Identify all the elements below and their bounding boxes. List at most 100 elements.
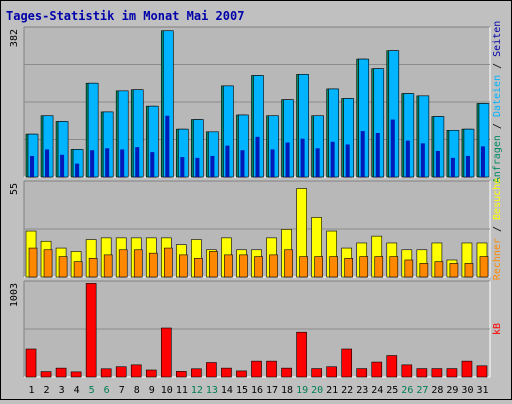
- bar-seiten-day-23: [360, 131, 365, 177]
- bar-kb-day-17: [266, 360, 277, 378]
- x-tick-label-day-22: 22: [341, 385, 353, 396]
- bar-seiten-day-30: [465, 155, 470, 177]
- x-tick-label-day-29: 29: [446, 385, 458, 396]
- x-tick-label-day-3: 3: [59, 385, 65, 396]
- bar-kb-day-15: [236, 370, 247, 378]
- bar-rechner-day-18: [284, 249, 293, 278]
- x-tick-label-day-8: 8: [134, 385, 140, 396]
- bar-kb-day-20: [311, 368, 322, 378]
- bar-rechner-day-11: [179, 254, 188, 278]
- legend-entry: Besuche: [492, 178, 503, 220]
- bar-seiten-day-31: [480, 146, 485, 177]
- legend: kB: [492, 323, 503, 335]
- y-max-label: 382: [9, 29, 20, 47]
- bar-kb-day-21: [326, 366, 337, 378]
- bar-kb-day-10: [160, 327, 172, 378]
- bar-kb-day-23: [356, 368, 368, 378]
- bar-rechner-day-4: [73, 261, 83, 278]
- x-tick-label-day-26: 26: [401, 385, 413, 396]
- bar-rechner-day-3: [58, 256, 68, 278]
- bar-rechner-day-13: [209, 251, 218, 278]
- bar-kb-day-16: [251, 360, 262, 378]
- x-tick-label-day-25: 25: [386, 385, 398, 396]
- bar-rechner-day-26: [404, 259, 414, 278]
- x-tick-label-day-10: 10: [161, 385, 173, 396]
- panels-layer: 382 Anfragen / Dateien / Seiten 55 Rechner …: [9, 21, 503, 378]
- x-tick-label-day-16: 16: [251, 385, 263, 396]
- x-tick-label-day-7: 7: [119, 385, 125, 396]
- bar-seiten-day-18: [285, 142, 290, 177]
- x-tick-label-day-31: 31: [476, 385, 488, 396]
- bar-seiten-day-2: [45, 149, 50, 177]
- bar-seiten-day-22: [345, 144, 350, 177]
- bar-seiten-day-9: [150, 152, 155, 177]
- y-max-label: 1003: [9, 283, 20, 307]
- bar-rechner-day-25: [389, 256, 399, 278]
- bar-kb-day-22: [341, 348, 353, 378]
- bar-rechner-day-6: [103, 254, 113, 278]
- x-tick-label-day-12: 12: [191, 385, 203, 396]
- bar-kb-day-12: [191, 368, 202, 378]
- bar-rechner-day-19: [299, 256, 308, 278]
- bar-kb-day-9: [145, 369, 157, 378]
- bar-seiten-day-12: [195, 157, 200, 177]
- bar-kb-day-19: [296, 331, 307, 378]
- bar-rechner-day-31: [479, 256, 489, 278]
- y-max-label: 55: [9, 183, 20, 195]
- bar-seiten-day-7: [120, 149, 125, 177]
- bar-kb-day-5: [85, 283, 97, 378]
- bar-seiten-day-27: [420, 143, 425, 177]
- chart-title: Tages-Statistik im Monat Mai 2007: [6, 9, 244, 23]
- bar-rechner-day-12: [194, 257, 203, 278]
- bar-kb-day-2: [40, 371, 52, 378]
- legend-entry: Dateien: [492, 75, 503, 117]
- bar-seiten-day-20: [315, 148, 320, 177]
- x-tick-label-day-19: 19: [296, 385, 308, 396]
- bar-seiten-day-17: [270, 149, 275, 177]
- legend-entry: /: [492, 220, 503, 238]
- bar-kb-day-18: [281, 367, 292, 378]
- x-tick-label-day-30: 30: [461, 385, 473, 396]
- panel-bottom: 1003 kB: [9, 280, 503, 378]
- bar-rechner-day-28: [434, 261, 444, 278]
- bar-seiten-day-8: [135, 147, 140, 177]
- x-tick-label-day-20: 20: [311, 385, 323, 396]
- bar-seiten-day-5: [90, 150, 95, 177]
- bar-seiten-day-24: [375, 132, 380, 177]
- legend-entry: Seiten: [492, 21, 503, 57]
- bar-kb-day-11: [176, 371, 187, 378]
- legend: Rechner / Besuche: [492, 178, 503, 280]
- bar-kb-day-13: [206, 362, 217, 378]
- bar-seiten-day-25: [390, 119, 395, 177]
- bar-rechner-day-5: [88, 257, 98, 278]
- bar-rechner-day-29: [449, 263, 459, 278]
- bar-kb-day-8: [130, 364, 142, 378]
- x-tick-label-day-4: 4: [74, 385, 80, 396]
- bar-seiten-day-13: [210, 155, 215, 177]
- legend-entry: kB: [492, 323, 503, 335]
- bar-rechner-day-17: [269, 254, 278, 278]
- x-tick-label-day-14: 14: [221, 385, 233, 396]
- bar-seiten-day-28: [435, 150, 440, 177]
- bar-rechner-day-21: [329, 256, 338, 278]
- panel-middle: 55 Rechner / Besuche: [9, 178, 503, 280]
- x-tick-label-day-21: 21: [326, 385, 338, 396]
- bar-seiten-day-6: [105, 148, 110, 177]
- bar-kb-day-29: [446, 368, 458, 378]
- bar-seiten-day-14: [225, 145, 230, 177]
- bar-rechner-day-2: [43, 249, 53, 278]
- x-tick-label-day-13: 13: [206, 385, 218, 396]
- bar-kb-day-27: [416, 368, 428, 378]
- bar-rechner-day-1: [28, 247, 38, 278]
- bar-rechner-day-14: [224, 254, 233, 278]
- bar-rechner-day-23: [359, 256, 369, 278]
- x-tick-label-day-5: 5: [89, 385, 95, 396]
- bar-rechner-day-16: [254, 256, 263, 278]
- bar-seiten-day-21: [330, 141, 335, 177]
- x-tick-label-day-18: 18: [281, 385, 293, 396]
- bar-seiten-day-29: [450, 157, 455, 177]
- bar-kb-day-14: [221, 367, 232, 378]
- bar-rechner-day-15: [239, 254, 248, 278]
- bar-rechner-day-10: [163, 247, 173, 278]
- bar-rechner-day-8: [133, 249, 143, 278]
